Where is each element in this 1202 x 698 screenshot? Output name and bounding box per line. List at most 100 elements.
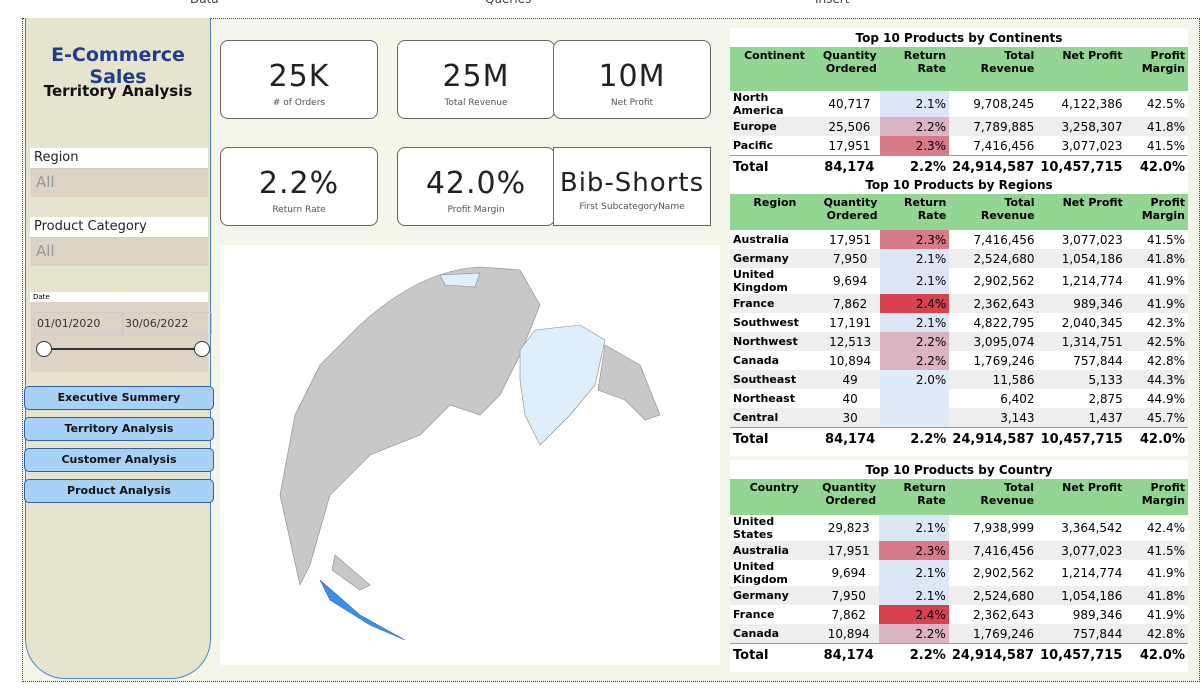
cell: 30 (842, 410, 858, 425)
slider-handle[interactable] (36, 341, 52, 357)
cell: 17,951 (827, 543, 870, 558)
data-row: Central 30 3,143 1,437 45.7% (730, 408, 1188, 428)
column-header[interactable]: Region (730, 194, 820, 230)
cell: 41.8% (1146, 251, 1185, 266)
column-header[interactable]: Quantity Ordered (818, 479, 880, 515)
slicer-label: Date (30, 292, 208, 302)
total-row: Total 84,174 2.2% 24,914,587 10,457,715 42.0% (730, 155, 1188, 179)
total-cell: 24,914,587 (951, 647, 1035, 663)
cell: 7,416,456 (973, 232, 1035, 247)
menu-tab[interactable]: Queries (485, 0, 531, 6)
region-slicer[interactable]: Region All (30, 148, 208, 197)
kpi-value: 25K (268, 59, 330, 94)
total-cell: 24,914,587 (952, 431, 1035, 447)
cell: Canada (733, 354, 780, 367)
kpi-card: 10M Net Profit (553, 40, 711, 119)
cell: France (733, 297, 775, 310)
slider-handle[interactable] (194, 341, 210, 357)
cell: 757,844 (1072, 626, 1123, 641)
kpi-card: Bib-Shorts First SubcategoryName (553, 147, 711, 226)
data-row: North America 40,717 2.1% 9,708,245 4,122,38… (730, 91, 1188, 117)
report-subtitle: Territory Analysis (43, 82, 193, 100)
total-cell: Total (733, 431, 769, 447)
cell: 41.5% (1146, 543, 1185, 558)
cell: Germany (733, 589, 789, 602)
date-end[interactable]: 30/06/2022 (122, 312, 212, 335)
report-title: E-Commerce Sales (51, 44, 185, 88)
cell: 2.3% (879, 136, 950, 156)
data-row: United Kingdom 9,694 2.1% 2,902,562 1,214,77… (730, 560, 1188, 586)
column-header[interactable]: Total Revenue (949, 194, 1038, 230)
cell: Northwest (733, 335, 798, 348)
column-header[interactable]: Total Revenue (949, 47, 1038, 91)
cell: 3,143 (1000, 410, 1035, 425)
cell: 2,040,345 (1061, 315, 1123, 330)
total-cell: 84,174 (824, 159, 875, 175)
column-header[interactable]: Net Profit (1037, 47, 1126, 91)
category-slicer[interactable]: Product Category All (30, 217, 208, 266)
table-visual: Top 10 Products by Regions Region Quantity… (730, 175, 1188, 456)
column-header[interactable]: Profit Margin (1125, 194, 1188, 230)
column-header[interactable]: Quantity Ordered (819, 47, 880, 91)
cell: 2,902,562 (973, 566, 1035, 580)
kpi-value: 2.2% (258, 166, 340, 201)
column-header[interactable]: Total Revenue (948, 479, 1038, 515)
cell: 2.1% (879, 560, 949, 586)
highlighted-country (519, 324, 606, 446)
date-slicer[interactable]: Date 01/01/2020 30/06/2022 (30, 292, 212, 372)
cell: Pacific (733, 139, 774, 152)
kpi-label: Total Revenue (444, 98, 508, 108)
total-row: Total 84,174 2.2% 24,914,587 10,457,715 42.0% (730, 643, 1188, 667)
column-header[interactable]: Country (730, 479, 819, 515)
column-header[interactable]: Return Rate (879, 47, 950, 91)
cell: 2.1% (879, 586, 949, 605)
column-header[interactable]: Return Rate (879, 479, 949, 515)
cell: 2.3% (880, 230, 950, 249)
cell: 1,769,246 (973, 626, 1035, 641)
cell: 4,122,386 (1061, 97, 1123, 111)
data-row: France 7,862 2.4% 2,362,643 989,346 41.9% (730, 294, 1188, 313)
date-start[interactable]: 01/01/2020 (34, 312, 124, 335)
cell: United Kingdom (733, 560, 788, 586)
cell: 9,694 (832, 274, 868, 288)
nav-button[interactable]: Territory Analysis (24, 417, 214, 441)
nav-button[interactable]: Product Analysis (24, 479, 214, 503)
data-row: United States 29,823 2.1% 7,938,999 3,364,54… (730, 515, 1188, 541)
cell: 7,416,456 (973, 138, 1035, 153)
cell: 12,513 (829, 334, 872, 349)
data-row: Canada 10,894 2.2% 1,769,246 757,844 42.8% (730, 624, 1188, 644)
cell: 2.1% (880, 268, 950, 294)
kpi-card: 2.2% Return Rate (220, 147, 378, 226)
slicer-value[interactable]: All (30, 237, 208, 266)
nav-button[interactable]: Executive Summery (24, 386, 214, 410)
cell: 3,095,074 (973, 334, 1035, 349)
cell: 757,844 (1073, 353, 1123, 368)
cell: 1,054,186 (1061, 588, 1123, 603)
column-header[interactable]: Return Rate (880, 194, 950, 230)
table-title: Top 10 Products by Continents (855, 31, 1063, 45)
kpi-label: Return Rate (272, 205, 326, 215)
cell: 42.5% (1146, 97, 1185, 111)
column-header[interactable]: Net Profit (1037, 479, 1126, 515)
cell: 3,364,542 (1061, 521, 1123, 535)
data-row: Germany 7,950 2.1% 2,524,680 1,054,186 41.8% (730, 249, 1188, 268)
menu-tab[interactable]: Insert (815, 0, 849, 6)
total-cell: Total (733, 647, 769, 663)
nav-button[interactable]: Customer Analysis (24, 448, 214, 472)
slicer-value[interactable]: All (30, 168, 208, 197)
column-header[interactable]: Profit Margin (1125, 47, 1188, 91)
cell (880, 408, 950, 428)
menu-tab[interactable]: Data (190, 0, 219, 6)
cell: France (733, 608, 775, 621)
column-header[interactable]: Quantity Ordered (819, 194, 881, 230)
data-row: Canada 10,894 2.2% 1,769,246 757,844 42.8% (730, 351, 1188, 370)
cell: 2.2% (880, 332, 950, 351)
cell: 10,894 (827, 626, 870, 641)
cell: 3,077,023 (1061, 232, 1123, 247)
column-header[interactable]: Net Profit (1037, 194, 1126, 230)
column-header[interactable]: Continent (730, 47, 819, 91)
cell: 42.5% (1146, 334, 1185, 349)
column-header[interactable]: Profit Margin (1125, 479, 1188, 515)
total-cell: 10,457,715 (1040, 431, 1123, 447)
